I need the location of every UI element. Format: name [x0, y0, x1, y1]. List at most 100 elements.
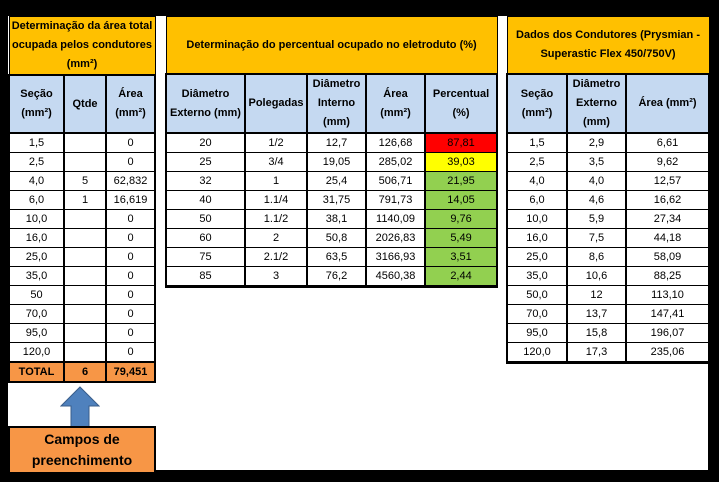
- fill-note-line1: Campos de: [44, 431, 120, 447]
- qtde-input-cell[interactable]: [63, 285, 107, 305]
- table-row: 120,0 0: [8, 342, 157, 363]
- fill-fields-note: Campos de preenchimento: [8, 426, 156, 472]
- secao-cell: 4,0: [506, 171, 568, 191]
- percentual-cell: 2,44: [423, 266, 499, 288]
- polegadas-cell: 2: [244, 228, 308, 248]
- table-row: 50,0 12 113,10: [506, 285, 711, 305]
- table-row: 95,0 15,8 196,07: [506, 323, 711, 343]
- table-row: 95,0 0: [8, 323, 157, 343]
- diametro-externo-cell: 8,6: [566, 247, 627, 267]
- total-label: TOTAL: [8, 361, 65, 383]
- secao-cell: 95,0: [8, 323, 65, 343]
- area-cell: 0: [104, 266, 157, 286]
- header-area: Área (mm²): [365, 73, 426, 134]
- area-cell: 9,62: [624, 152, 711, 172]
- qtde-input-cell[interactable]: [63, 304, 107, 324]
- percentual-cell: 39,03: [423, 152, 499, 172]
- table-row: 85 3 76,2 4560,38 2,44: [165, 266, 499, 288]
- diametro-externo-cell: 15,8: [566, 323, 627, 343]
- area-cell: 0: [104, 132, 157, 153]
- polegadas-cell: 1: [244, 171, 308, 191]
- area-cell: 3166,93: [365, 247, 426, 267]
- secao-cell: 2,5: [8, 152, 65, 172]
- area-cell: 44,18: [624, 228, 711, 248]
- area-cell: 2026,83: [365, 228, 426, 248]
- area-cell: 6,61: [624, 132, 711, 153]
- secao-cell: 6,0: [8, 190, 65, 210]
- header-qtde: Qtde: [63, 74, 107, 134]
- area-cell: 88,25: [624, 266, 711, 286]
- table-row: 120,0 17,3 235,06: [506, 342, 711, 364]
- polegadas-cell: 3: [244, 266, 308, 288]
- polegadas-cell: 1/2: [244, 132, 308, 153]
- secao-cell: 25,0: [8, 247, 65, 267]
- table-row: 25,0 0: [8, 247, 157, 267]
- table-row: 16,0 7,5 44,18: [506, 228, 711, 248]
- diametro-interno-cell: 38,1: [306, 209, 367, 229]
- table-row: 50 0: [8, 285, 157, 305]
- polegadas-cell: 2.1/2: [244, 247, 308, 267]
- secao-cell: 70,0: [506, 304, 568, 324]
- qtde-input-cell[interactable]: [63, 152, 107, 172]
- total-area: 79,451: [104, 361, 157, 383]
- table-row: 6,0 1 16,619: [8, 190, 157, 210]
- qtde-input-cell[interactable]: [63, 228, 107, 248]
- table-row: 32 1 25,4 506,71 21,95: [165, 171, 499, 191]
- diametro-externo-cell: 25: [165, 152, 246, 172]
- percentual-cell: 3,51: [423, 247, 499, 267]
- table-row: 25 3/4 19,05 285,02 39,03: [165, 152, 499, 172]
- conductor-area-table: Determinação da área total ocupada pelos…: [8, 16, 157, 383]
- table-row: 75 2.1/2 63,5 3166,93 3,51: [165, 247, 499, 267]
- diametro-interno-cell: 31,75: [306, 190, 367, 210]
- conduit-percentage-table: Determinação do percentual ocupado no el…: [165, 16, 499, 288]
- table-row: 1,5 2,9 6,61: [506, 132, 711, 153]
- fill-note-line2: preenchimento: [31, 452, 133, 468]
- table-row: 35,0 0: [8, 266, 157, 286]
- table-row: 70,0 0: [8, 304, 157, 324]
- table-row: 35,0 10,6 88,25: [506, 266, 711, 286]
- qtde-input-cell[interactable]: [63, 247, 107, 267]
- area-cell: 0: [104, 152, 157, 172]
- diametro-externo-cell: 4,6: [566, 190, 627, 210]
- qtde-input-cell[interactable]: [63, 132, 107, 153]
- diametro-interno-cell: 25,4: [306, 171, 367, 191]
- percentual-cell: 9,76: [423, 209, 499, 229]
- header-area: Área (mm²): [624, 73, 711, 134]
- percentual-cell: 87,81: [423, 132, 499, 153]
- qtde-input-cell[interactable]: [63, 342, 107, 363]
- header-diametro-interno: Diâmetro Interno (mm): [306, 73, 367, 134]
- diametro-externo-cell: 5,9: [566, 209, 627, 229]
- table-row: 25,0 8,6 58,09: [506, 247, 711, 267]
- diametro-interno-cell: 76,2: [306, 266, 367, 288]
- table-row: 40 1.1/4 31,75 791,73 14,05: [165, 190, 499, 210]
- diametro-externo-cell: 13,7: [566, 304, 627, 324]
- qtde-input-cell[interactable]: [63, 209, 107, 229]
- area-cell: 0: [104, 228, 157, 248]
- percentual-cell: 21,95: [423, 171, 499, 191]
- polegadas-cell: 1.1/4: [244, 190, 308, 210]
- header-diametro-externo: Diâmetro Externo (mm): [165, 73, 246, 134]
- area-cell: 0: [104, 209, 157, 229]
- qtde-input-cell[interactable]: [63, 323, 107, 343]
- diametro-externo-cell: 2,9: [566, 132, 627, 153]
- table-row: 1,5 0: [8, 132, 157, 153]
- secao-cell: 50: [8, 285, 65, 305]
- table-row: 50 1.1/2 38,1 1140,09 9,76: [165, 209, 499, 229]
- qtde-input-cell[interactable]: 1: [63, 190, 107, 210]
- secao-cell: 4,0: [8, 171, 65, 191]
- secao-cell: 95,0: [506, 323, 568, 343]
- area-cell: 0: [104, 285, 157, 305]
- area-cell: 126,68: [365, 132, 426, 153]
- qtde-input-cell[interactable]: 5: [63, 171, 107, 191]
- area-cell: 1140,09: [365, 209, 426, 229]
- diametro-externo-cell: 17,3: [566, 342, 627, 364]
- diametro-interno-cell: 12,7: [306, 132, 367, 153]
- secao-cell: 120,0: [8, 342, 65, 363]
- secao-cell: 1,5: [506, 132, 568, 153]
- qtde-input-cell[interactable]: [63, 266, 107, 286]
- diametro-externo-cell: 60: [165, 228, 246, 248]
- header-secao: Seção (mm²): [506, 73, 568, 134]
- polegadas-cell: 1.1/2: [244, 209, 308, 229]
- diametro-externo-cell: 20: [165, 132, 246, 153]
- diametro-interno-cell: 19,05: [306, 152, 367, 172]
